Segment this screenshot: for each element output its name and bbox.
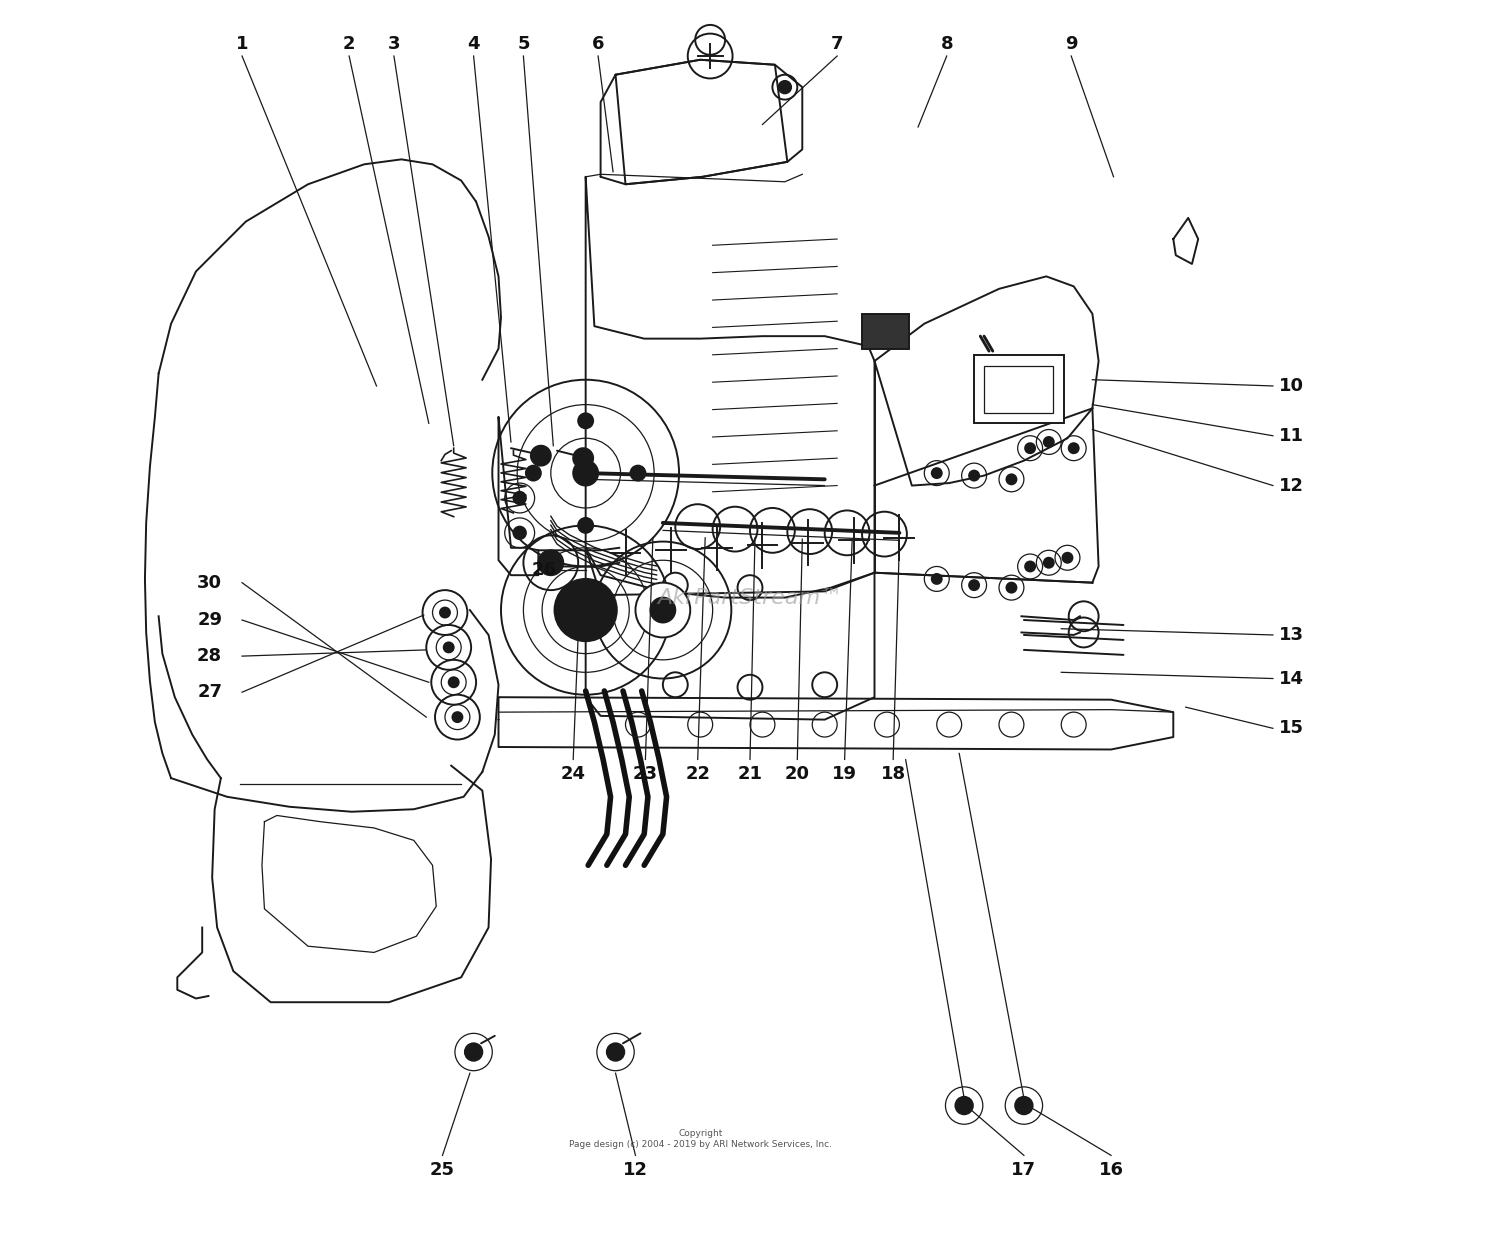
- Text: 2: 2: [344, 35, 355, 52]
- Text: 14: 14: [1280, 670, 1304, 687]
- Circle shape: [453, 712, 462, 722]
- Circle shape: [969, 471, 980, 481]
- Text: 30: 30: [196, 574, 222, 591]
- Circle shape: [956, 1097, 974, 1114]
- Text: 18: 18: [880, 766, 906, 783]
- Circle shape: [526, 466, 542, 481]
- Bar: [984, 366, 1053, 413]
- Text: 23: 23: [633, 766, 658, 783]
- Text: 21: 21: [738, 766, 762, 783]
- Circle shape: [1016, 1097, 1032, 1114]
- Text: 20: 20: [784, 766, 810, 783]
- Text: 12: 12: [1280, 477, 1304, 494]
- Text: 24: 24: [561, 766, 585, 783]
- Bar: [862, 314, 909, 349]
- Circle shape: [1024, 443, 1035, 453]
- Circle shape: [555, 579, 616, 641]
- Circle shape: [608, 1043, 624, 1061]
- Circle shape: [1044, 558, 1054, 568]
- Text: 28: 28: [196, 647, 222, 665]
- Polygon shape: [498, 697, 1173, 749]
- Circle shape: [932, 574, 942, 584]
- Text: 13: 13: [1280, 626, 1304, 644]
- Circle shape: [573, 461, 598, 486]
- Circle shape: [578, 413, 592, 428]
- Circle shape: [513, 527, 526, 539]
- Circle shape: [932, 468, 942, 478]
- Text: 22: 22: [686, 766, 709, 783]
- Text: 26: 26: [532, 561, 556, 579]
- Text: 5: 5: [518, 35, 530, 52]
- Text: 6: 6: [592, 35, 604, 52]
- Text: 3: 3: [387, 35, 400, 52]
- Circle shape: [538, 550, 564, 575]
- Polygon shape: [600, 60, 802, 184]
- Circle shape: [578, 518, 592, 533]
- Circle shape: [636, 583, 690, 637]
- Text: 12: 12: [622, 1162, 648, 1179]
- Text: 8: 8: [940, 35, 952, 52]
- Circle shape: [630, 466, 645, 481]
- Circle shape: [1024, 561, 1035, 571]
- Text: 11: 11: [1280, 427, 1304, 444]
- Circle shape: [513, 492, 526, 504]
- Text: 29: 29: [196, 611, 222, 629]
- Text: 19: 19: [833, 766, 856, 783]
- Circle shape: [444, 642, 453, 652]
- Text: 25: 25: [430, 1162, 454, 1179]
- Polygon shape: [874, 276, 1098, 486]
- Text: 4: 4: [468, 35, 480, 52]
- Circle shape: [1062, 553, 1072, 563]
- Circle shape: [1007, 474, 1017, 484]
- Circle shape: [465, 1043, 483, 1061]
- Polygon shape: [615, 60, 788, 184]
- Circle shape: [573, 448, 592, 468]
- Circle shape: [778, 81, 790, 93]
- Circle shape: [1007, 583, 1017, 593]
- Circle shape: [448, 677, 459, 687]
- Text: 9: 9: [1065, 35, 1077, 52]
- Text: 15: 15: [1280, 720, 1304, 737]
- Circle shape: [440, 608, 450, 618]
- Text: 17: 17: [1011, 1162, 1036, 1179]
- Circle shape: [531, 446, 550, 466]
- Circle shape: [1044, 437, 1054, 447]
- Text: AkrPartStream™: AkrPartStream™: [657, 588, 843, 608]
- Polygon shape: [585, 548, 874, 720]
- Circle shape: [1068, 443, 1078, 453]
- Polygon shape: [498, 417, 538, 575]
- Text: 7: 7: [831, 35, 843, 52]
- Circle shape: [651, 598, 675, 622]
- Text: 10: 10: [1280, 377, 1304, 395]
- Text: 27: 27: [196, 684, 222, 701]
- Bar: [974, 355, 1064, 423]
- Text: 16: 16: [1098, 1162, 1124, 1179]
- Circle shape: [969, 580, 980, 590]
- Text: 1: 1: [236, 35, 249, 52]
- Polygon shape: [585, 177, 874, 598]
- Text: Copyright
Page design (c) 2004 - 2019 by ARI Network Services, Inc.: Copyright Page design (c) 2004 - 2019 by…: [568, 1129, 831, 1149]
